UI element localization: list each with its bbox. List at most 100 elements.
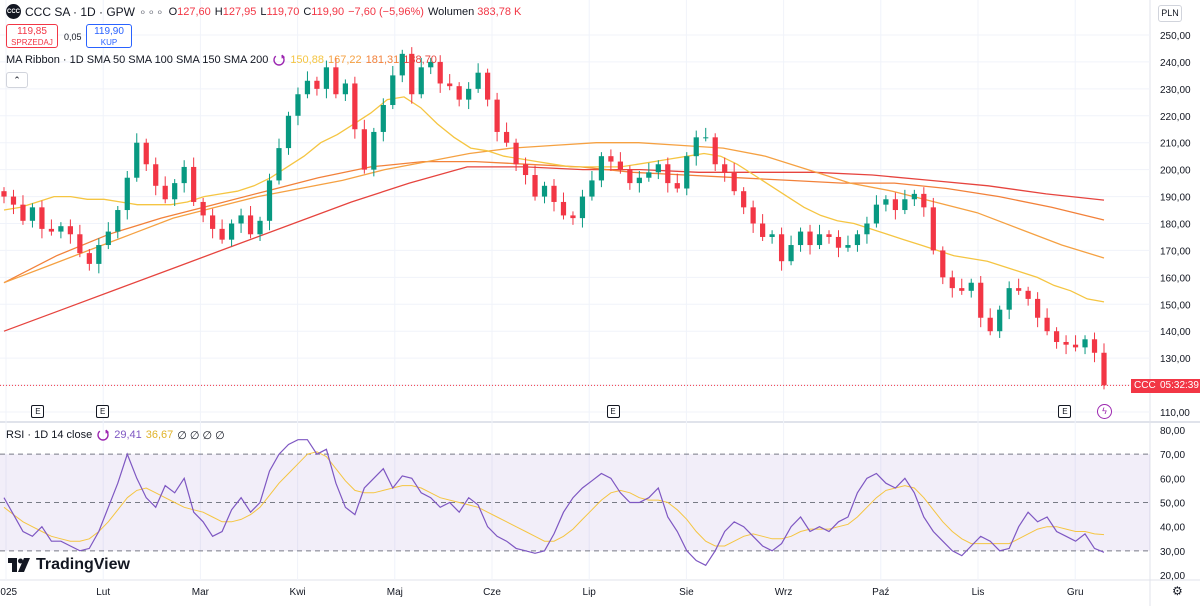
symbol-badge-icon[interactable]: CCC	[6, 4, 21, 19]
candle-body	[940, 250, 946, 278]
candle-body	[210, 215, 216, 229]
rsi-legend[interactable]: RSI · 1D 14 close 29,41 36,67 ∅ ∅ ∅ ∅	[6, 428, 225, 442]
candle-body	[200, 201, 206, 216]
rsi-band	[0, 453, 1150, 552]
buy-button[interactable]: 119,90 KUP	[86, 24, 132, 48]
candle-body	[598, 156, 605, 181]
candle-body	[228, 223, 235, 240]
candle-body	[285, 115, 292, 149]
rsi-label: RSI · 1D 14 close	[6, 429, 93, 441]
sell-label: SPRZEDAJ	[11, 38, 53, 47]
ohlc-change: −7,60 (−5,96%)	[348, 5, 424, 18]
time-tick-label: Maj	[387, 587, 403, 598]
cycle-icon[interactable]	[272, 53, 286, 67]
symbol-header: CCC CCC SA · 1D · GPW ∘∘∘ O127,60 H127,9…	[6, 4, 521, 19]
collapse-legend-button[interactable]: ⌃	[6, 72, 28, 88]
candle-body	[390, 75, 396, 106]
candle-body	[485, 72, 491, 100]
candle-body	[684, 156, 690, 189]
candle-body	[646, 172, 652, 178]
buy-price: 119,90	[94, 26, 124, 37]
candle-body	[475, 72, 481, 89]
candle-body	[1025, 290, 1031, 299]
candle-body	[892, 199, 898, 211]
last-price-symbol-tag: CCC	[1131, 379, 1159, 393]
candle-body	[361, 129, 367, 170]
candles	[0, 47, 1150, 390]
ma-value-sma50: 150,88	[290, 54, 324, 66]
ma-value-sma200: 188,70	[403, 54, 437, 66]
candle-body	[655, 164, 661, 173]
candle-body	[541, 185, 548, 197]
candle-body	[96, 245, 102, 264]
candle-body	[731, 172, 737, 192]
candle-body	[997, 309, 1003, 332]
more-dots-icon[interactable]: ∘∘∘	[139, 4, 165, 19]
lightning-icon[interactable]: ϟ	[1097, 404, 1112, 419]
candle-body	[399, 53, 405, 76]
sell-button[interactable]: 119,85 SPRZEDAJ	[6, 24, 58, 48]
time-tick-label: Lip	[583, 587, 597, 598]
ma-line-ma_sma150	[3, 160, 1105, 284]
price-tick-label: 210,00	[1160, 139, 1191, 150]
candle-body	[1072, 344, 1079, 348]
candle-body	[911, 193, 917, 200]
price-tick-label: 170,00	[1160, 246, 1191, 257]
earnings-mark[interactable]: E	[606, 405, 620, 418]
candle-body	[219, 228, 225, 240]
candle-body	[845, 245, 851, 248]
candle-body	[143, 142, 149, 165]
candle-body	[124, 177, 130, 211]
time-tick-label: Paź	[872, 587, 889, 598]
candle-body	[987, 317, 993, 332]
candle-body	[181, 166, 187, 184]
time-tick-label: Mar	[192, 587, 210, 598]
rsi-tick-label: 30,00	[1160, 547, 1185, 558]
ma-ribbon-label: MA Ribbon · 1D SMA 50 SMA 100 SMA 150 SM…	[6, 54, 269, 66]
candle-body	[371, 131, 377, 170]
candle-body	[1101, 352, 1107, 386]
ma-line-ma_sma200	[3, 166, 1105, 332]
rsi-tick-label: 60,00	[1160, 474, 1185, 485]
volume-readout: Wolumen 383,78 K	[427, 5, 522, 18]
candle-body	[437, 61, 443, 84]
candle-body	[873, 204, 880, 224]
candle-body	[39, 207, 45, 229]
time-tick-label: Wrz	[775, 587, 793, 598]
currency-selector[interactable]: PLN	[1158, 5, 1182, 22]
price-tick-label: 190,00	[1160, 193, 1191, 204]
candle-body	[409, 53, 415, 95]
candle-body	[1, 191, 7, 197]
candle-body	[380, 105, 386, 132]
earnings-mark[interactable]: E	[31, 405, 45, 418]
earnings-mark[interactable]: E	[1058, 405, 1072, 418]
candle-body	[797, 231, 804, 246]
price-tick-label: 240,00	[1160, 58, 1191, 69]
rsi-tick-label: 20,00	[1160, 571, 1185, 582]
earnings-mark[interactable]: E	[96, 405, 110, 418]
candle-body	[418, 67, 424, 95]
candle-body	[703, 137, 709, 139]
rsi-tick-label: 40,00	[1160, 523, 1185, 534]
ma-ribbon-legend[interactable]: MA Ribbon · 1D SMA 50 SMA 100 SMA 150 SM…	[6, 53, 437, 67]
candle-body	[172, 183, 178, 200]
candle-body	[778, 234, 785, 262]
candle-body	[29, 207, 36, 221]
time-tick-label: Lis	[972, 587, 985, 598]
tradingview-logo[interactable]: TradingView	[8, 556, 130, 574]
tradingview-logo-text: TradingView	[36, 556, 130, 573]
candle-body	[466, 88, 472, 100]
rsi-value: 29,41	[114, 429, 142, 441]
candle-body	[693, 137, 699, 157]
ma-line-ma_sma50	[3, 96, 1105, 303]
price-tick-label: 180,00	[1160, 220, 1191, 231]
settings-icon[interactable]: ⚙	[1172, 584, 1183, 598]
candle-body	[788, 245, 794, 262]
candle-body	[930, 207, 936, 251]
rsi-cycle-icon[interactable]	[96, 428, 110, 442]
candle-body	[333, 67, 339, 95]
candle-body	[447, 83, 453, 87]
symbol-title[interactable]: CCC SA · 1D · GPW	[25, 4, 136, 19]
